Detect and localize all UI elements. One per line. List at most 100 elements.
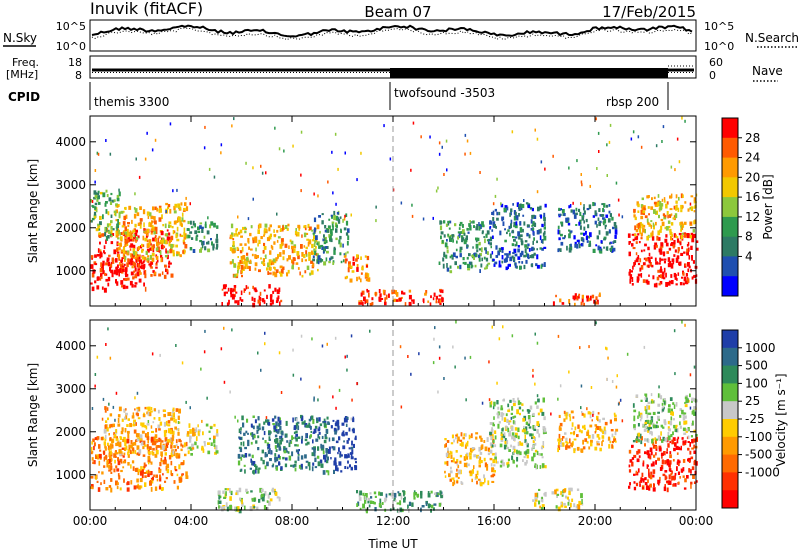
scatter-cell: [100, 263, 104, 269]
scatter-cell: [158, 467, 161, 472]
scatter-cell: [519, 412, 521, 416]
scatter-cell: [573, 430, 576, 434]
scatter-cell: [486, 463, 489, 467]
scatter-cell: [105, 201, 108, 204]
scatter-cell: [580, 237, 584, 242]
scatter-cell: [668, 463, 671, 468]
scatter-cell: [120, 461, 123, 464]
scatter-cell: [558, 230, 561, 235]
scatter-cell: [99, 221, 102, 226]
scatter-cell: [606, 174, 608, 177]
scatter-cell: [640, 477, 643, 481]
colorbar-swatch: [722, 256, 738, 277]
scatter-cell: [158, 438, 162, 442]
scatter-cell: [580, 406, 582, 410]
scatter-cell: [449, 270, 453, 274]
scatter-cell: [174, 466, 177, 470]
scatter-cell: [312, 252, 315, 255]
scatter-cell: [344, 276, 347, 280]
scatter-cell: [398, 492, 402, 497]
scatter-cell: [266, 294, 268, 299]
scatter-cell: [300, 244, 303, 249]
scatter-cell: [541, 463, 545, 468]
scatter-cell: [500, 437, 503, 441]
station-title: Inuvik (fitACF): [90, 0, 203, 18]
scatter-cell: [502, 221, 505, 226]
scatter-cell: [558, 438, 561, 442]
scatter-cell: [647, 479, 649, 483]
scatter-cell: [141, 244, 145, 248]
scatter-cell: [516, 464, 518, 468]
scatter-cell: [144, 444, 147, 447]
scatter-cell: [401, 296, 403, 299]
scatter-cell: [612, 226, 615, 230]
scatter-cell: [120, 270, 124, 274]
scatter-cell: [192, 427, 195, 433]
nsky-panel: N.Sky 10^5 10^0 10^5 10^0 N.Search: [3, 19, 799, 53]
scatter-cell: [649, 483, 652, 488]
scatter-cell: [571, 422, 574, 427]
scatter-cell: [642, 462, 645, 467]
scatter-cell: [643, 249, 646, 252]
scatter-cell: [338, 239, 341, 245]
scatter-cell: [649, 412, 652, 415]
scatter-cell: [453, 480, 456, 485]
scatter-cell: [345, 423, 348, 427]
scatter-cell: [223, 506, 226, 509]
scatter-cell: [141, 422, 145, 428]
scatter-cell: [164, 239, 168, 245]
scatter-cell: [572, 201, 574, 205]
scatter-cell: [282, 456, 285, 460]
scatter-cell: [304, 259, 307, 262]
scatter-cell: [505, 266, 508, 271]
scatter-cell: [496, 177, 498, 181]
scatter-cell: [275, 269, 279, 273]
scatter-cell: [633, 214, 636, 218]
scatter-cell: [158, 217, 162, 222]
scatter-cell: [654, 439, 657, 444]
scatter-cell: [440, 231, 444, 235]
scatter-cell: [256, 255, 259, 259]
scatter-cell: [568, 247, 572, 253]
scatter-cell: [132, 248, 136, 253]
scatter-cell: [313, 228, 316, 234]
scatter-cell: [577, 504, 581, 510]
scatter-cell: [105, 139, 107, 142]
scatter-cell: [438, 141, 441, 145]
scatter-cell: [522, 459, 524, 462]
scatter-cell: [280, 466, 283, 470]
scatter-cell: [316, 455, 320, 459]
scatter-cell: [229, 488, 231, 493]
scatter-cell: [269, 294, 273, 300]
scatter-cell: [599, 214, 601, 217]
scatter-cell: [266, 453, 268, 457]
scatter-cell: [176, 188, 178, 192]
scatter-cell: [649, 447, 653, 453]
scatter-cell: [561, 442, 565, 447]
scatter-cell: [579, 346, 581, 350]
scatter-cell: [582, 439, 584, 445]
scatter-cell: [271, 487, 274, 493]
scatter-cell: [469, 151, 472, 155]
scatter-cell: [165, 420, 168, 426]
scatter-cell: [117, 204, 119, 208]
scatter-cell: [660, 218, 664, 222]
scatter-cell: [98, 249, 102, 252]
scatter-cell: [367, 497, 371, 502]
scatter-cell: [538, 433, 541, 438]
scatter-cell: [687, 262, 690, 267]
scatter-cell: [322, 470, 326, 475]
scatter-cell: [270, 450, 273, 454]
scatter-cell: [501, 260, 504, 264]
scatter-cell: [668, 247, 672, 251]
scatter-cell: [278, 461, 281, 466]
scatter-cell: [608, 229, 611, 234]
scatter-cell: [115, 209, 118, 214]
scatter-cell: [261, 171, 264, 175]
scatter-cell: [663, 199, 666, 203]
scatter-cell: [116, 223, 120, 227]
scatter-cell: [470, 433, 473, 439]
scatter-cell: [213, 222, 216, 228]
scatter-cell: [513, 221, 517, 226]
scatter-cell: [581, 183, 583, 187]
